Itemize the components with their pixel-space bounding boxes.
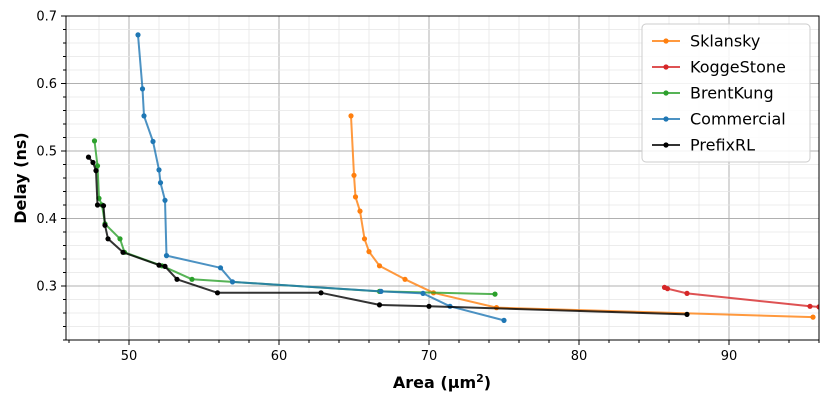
legend-box xyxy=(641,23,811,163)
data-point xyxy=(141,113,147,119)
legend-swatch-marker xyxy=(663,64,669,70)
data-point xyxy=(174,276,180,282)
y-tick-label: 0.5 xyxy=(36,145,57,160)
data-point xyxy=(100,203,107,209)
y-axis-label: Delay (ns) xyxy=(11,132,30,223)
data-point xyxy=(150,138,156,145)
data-point xyxy=(85,154,92,160)
data-point xyxy=(105,236,111,242)
x-tick-label: 80 xyxy=(571,349,588,364)
data-point xyxy=(357,208,363,214)
legend-item-sklansky: Sklansky xyxy=(652,32,760,51)
y-tick-label: 0.3 xyxy=(36,280,57,295)
series-layer xyxy=(85,32,819,323)
legend-swatch-marker xyxy=(663,142,669,148)
data-point xyxy=(402,276,408,282)
legend-swatch-marker xyxy=(663,90,669,96)
data-point xyxy=(217,265,224,271)
data-point xyxy=(229,279,236,285)
data-point xyxy=(94,163,101,169)
data-point xyxy=(426,303,432,309)
legend-item-koggestone: KoggeStone xyxy=(652,58,786,77)
data-point xyxy=(361,236,368,242)
data-point xyxy=(807,303,813,309)
y-tick-label: 0.6 xyxy=(36,77,57,92)
data-point xyxy=(492,291,498,297)
data-point xyxy=(135,32,141,38)
data-point xyxy=(684,311,690,317)
data-point xyxy=(684,290,690,296)
legend-label: BrentKung xyxy=(690,84,774,103)
data-point xyxy=(664,286,671,292)
data-point xyxy=(189,276,195,282)
data-point xyxy=(163,253,170,259)
y-tick-label: 0.7 xyxy=(36,10,57,25)
data-point xyxy=(94,202,101,208)
data-point xyxy=(120,249,126,255)
data-point xyxy=(420,290,426,296)
data-point xyxy=(156,262,162,268)
legend-label: Sklansky xyxy=(690,32,760,51)
series-prefixrl xyxy=(85,154,690,317)
data-point xyxy=(810,314,816,320)
data-point xyxy=(157,180,164,186)
x-tick-label: 60 xyxy=(271,349,288,364)
data-point xyxy=(351,172,357,178)
x-tick-label: 90 xyxy=(721,349,738,364)
data-point xyxy=(139,86,146,92)
x-tick-label: 50 xyxy=(121,349,138,364)
y-tick-label: 0.4 xyxy=(36,212,57,227)
legend-label: Commercial xyxy=(690,110,786,129)
data-point xyxy=(162,263,168,269)
legend-label: KoggeStone xyxy=(690,58,786,77)
data-point xyxy=(117,236,123,242)
data-point xyxy=(366,249,372,255)
legend-swatch-marker xyxy=(663,116,669,122)
data-point xyxy=(348,113,354,119)
data-point xyxy=(376,263,383,269)
x-axis-label-superscript: 2 xyxy=(476,372,484,385)
x-axis-label-close: ) xyxy=(484,373,491,392)
data-point xyxy=(214,290,221,296)
series-koggestone xyxy=(661,284,819,310)
data-point xyxy=(816,304,819,310)
x-axis-label: Area (µm2) xyxy=(393,372,491,392)
series-line xyxy=(137,34,505,322)
data-point xyxy=(378,288,384,294)
legend-swatch-marker xyxy=(663,38,669,44)
data-point xyxy=(318,290,324,296)
data-point xyxy=(352,194,359,200)
data-point xyxy=(376,302,383,308)
legend-label: PrefixRL xyxy=(690,136,755,155)
series-line xyxy=(87,156,688,316)
data-point xyxy=(93,168,99,174)
axes: 50 60 70 80 90 0.3 0.4 0.5 0.6 0.7 xyxy=(36,10,820,364)
x-tick-label: 70 xyxy=(421,349,438,364)
data-point xyxy=(501,317,507,323)
x-axis-label-main: Area (µm xyxy=(393,373,476,392)
legend: Sklansky KoggeStone BrentKung Commercial Pre… xyxy=(641,23,811,163)
data-point xyxy=(156,167,162,173)
legend-item-brentkung: BrentKung xyxy=(652,84,774,103)
data-point xyxy=(91,138,98,144)
data-point xyxy=(162,197,168,203)
legend-item-prefixrl: PrefixRL xyxy=(652,136,755,155)
data-point xyxy=(90,159,96,166)
legend-item-commercial: Commercial xyxy=(652,110,786,129)
data-point xyxy=(102,222,108,228)
